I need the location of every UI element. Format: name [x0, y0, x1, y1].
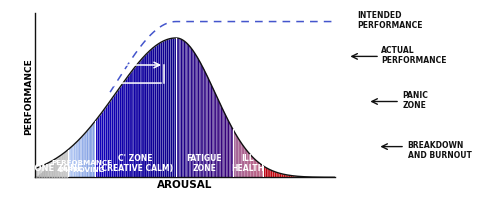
Text: ACTUAL
PERFORMANCE: ACTUAL PERFORMANCE — [381, 45, 446, 65]
Text: C' ZONE
(CREATIVE CALM): C' ZONE (CREATIVE CALM) — [98, 153, 173, 173]
Text: HEALTHY TENSION: HEALTHY TENSION — [56, 74, 92, 144]
Text: PERFORMANCE
IMPROVING: PERFORMANCE IMPROVING — [51, 160, 112, 173]
Text: E X H A U S T I O N: E X H A U S T I O N — [218, 51, 248, 125]
Text: BREAKDOWN
AND BURNOUT: BREAKDOWN AND BURNOUT — [408, 140, 472, 160]
Text: FATIGUE
ZONE: FATIGUE ZONE — [186, 153, 222, 173]
Text: ILL
HEALTH: ILL HEALTH — [232, 153, 264, 173]
Text: PANIC
ZONE: PANIC ZONE — [402, 90, 428, 110]
Text: INTENDED
PERFORMANCE: INTENDED PERFORMANCE — [358, 11, 423, 30]
Y-axis label: PERFORMANCE: PERFORMANCE — [24, 58, 34, 134]
Text: DRONE ZONE: DRONE ZONE — [20, 164, 82, 173]
X-axis label: AROUSAL: AROUSAL — [158, 179, 212, 189]
